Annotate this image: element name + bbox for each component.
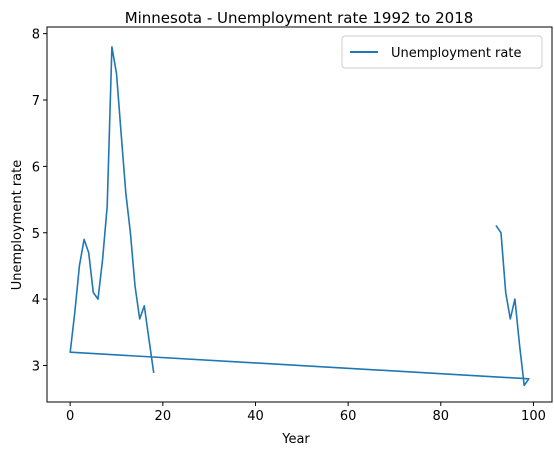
y-tick-label: 8 bbox=[32, 28, 40, 43]
x-tick-label: 20 bbox=[155, 409, 172, 424]
y-axis-ticks: 3 4 5 6 7 8 bbox=[32, 28, 47, 374]
y-tick-label: 4 bbox=[32, 293, 40, 308]
series-line-unemployment-rate bbox=[69, 46, 530, 387]
x-tick-label: 60 bbox=[340, 409, 357, 424]
x-axis-ticks: 0 20 40 60 80 100 bbox=[66, 402, 546, 424]
x-tick-label: 40 bbox=[247, 409, 264, 424]
plot-frame bbox=[46, 26, 553, 403]
y-tick-label: 6 bbox=[32, 160, 40, 175]
y-tick-label: 3 bbox=[32, 359, 40, 374]
chart-title: Minnesota - Unemployment rate 1992 to 20… bbox=[125, 9, 474, 27]
y-tick-label: 7 bbox=[32, 94, 40, 109]
series-group bbox=[69, 46, 530, 387]
y-axis-title: Unemployment rate bbox=[10, 160, 25, 290]
legend-box bbox=[341, 35, 543, 69]
x-tick-label: 100 bbox=[521, 409, 546, 424]
x-axis-title: Year bbox=[281, 432, 310, 447]
legend: Unemployment rate bbox=[341, 35, 543, 69]
legend-label: Unemployment rate bbox=[391, 46, 521, 61]
x-tick-label: 0 bbox=[66, 409, 74, 424]
x-tick-label: 80 bbox=[433, 409, 450, 424]
y-tick-label: 5 bbox=[32, 227, 40, 242]
